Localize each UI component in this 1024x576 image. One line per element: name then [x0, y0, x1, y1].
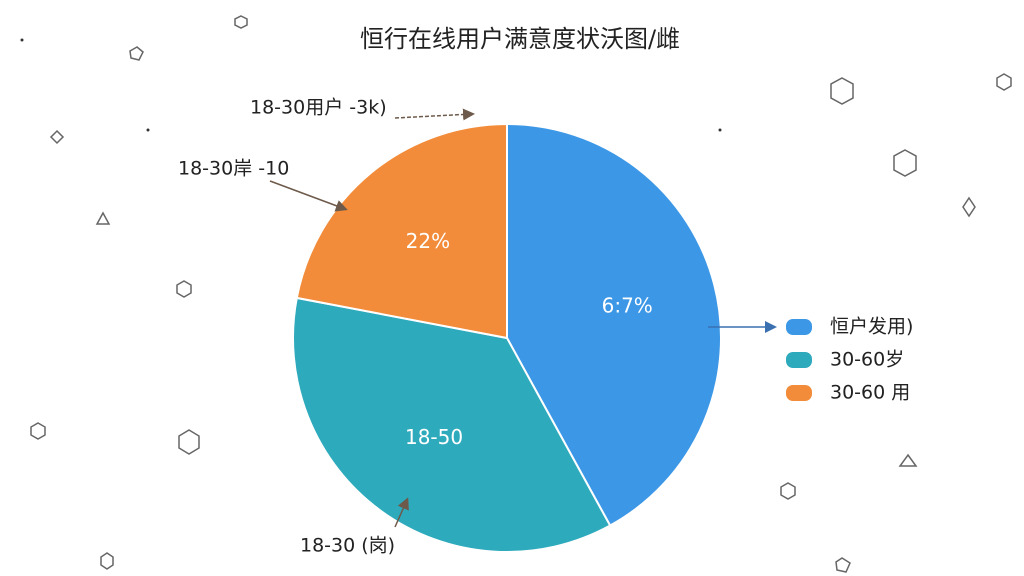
- legend: 恒户发用) 30-60岁 30-60 用: [786, 316, 913, 404]
- annotation: 18-30用户 -3k): [250, 97, 387, 119]
- legend-label: 30-60岁: [830, 349, 904, 371]
- slice-label: 18-50: [405, 425, 463, 449]
- slice-label: 6:7%: [602, 294, 653, 318]
- pie-slice: [292, 296, 612, 553]
- legend-label: 恒户发用): [830, 316, 913, 338]
- callout-arrow: [394, 497, 409, 528]
- pie-slice: [506, 122, 722, 527]
- decorations: [20, 15, 1012, 573]
- chart-title: 恒行在线用户满意度状沃图/雌: [360, 25, 680, 53]
- pie-slice: [295, 122, 508, 340]
- annotation: 18-30岸 -10: [178, 158, 289, 180]
- slice-label: 22%: [406, 229, 450, 253]
- legend-swatch: [786, 352, 812, 368]
- callout-arrow: [269, 180, 348, 212]
- legend-swatch: [786, 319, 812, 335]
- annotation: 18-30 (岗): [300, 535, 395, 557]
- pie: 6:7% 18-50 22%: [292, 122, 722, 553]
- legend-swatch: [786, 385, 812, 401]
- callout-arrow: [394, 108, 475, 121]
- callouts: 18-30用户 -3k) 18-30岸 -10 18-30 (岗): [178, 97, 777, 557]
- legend-label: 30-60 用: [830, 382, 910, 404]
